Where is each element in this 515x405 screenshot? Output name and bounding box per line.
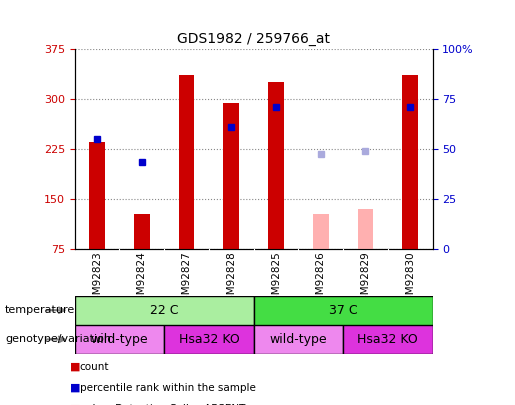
Text: GSM92829: GSM92829 <box>360 252 370 308</box>
Bar <box>253 325 343 354</box>
Text: GSM92824: GSM92824 <box>137 252 147 308</box>
Text: ■: ■ <box>70 404 80 405</box>
Bar <box>343 325 433 354</box>
Text: GSM92830: GSM92830 <box>405 252 415 308</box>
Bar <box>268 82 284 249</box>
Text: count: count <box>80 362 109 371</box>
Text: 37 C: 37 C <box>329 304 357 317</box>
Bar <box>357 209 373 249</box>
Text: GSM92825: GSM92825 <box>271 252 281 308</box>
Text: genotype/variation: genotype/variation <box>5 335 111 344</box>
Bar <box>134 214 150 249</box>
Bar <box>313 214 329 249</box>
Text: wild-type: wild-type <box>91 333 148 346</box>
Text: Hsa32 KO: Hsa32 KO <box>179 333 239 346</box>
Bar <box>253 296 433 325</box>
Text: wild-type: wild-type <box>269 333 327 346</box>
Text: temperature: temperature <box>5 305 75 315</box>
Text: ■: ■ <box>70 362 80 371</box>
Bar <box>75 325 164 354</box>
Bar <box>402 75 418 249</box>
Text: Hsa32 KO: Hsa32 KO <box>357 333 418 346</box>
Text: GSM92827: GSM92827 <box>181 252 192 308</box>
Bar <box>89 142 105 249</box>
Text: 22 C: 22 C <box>150 304 178 317</box>
Text: GSM92828: GSM92828 <box>226 252 236 308</box>
Text: percentile rank within the sample: percentile rank within the sample <box>80 383 256 392</box>
Text: ■: ■ <box>70 383 80 392</box>
Bar <box>164 325 253 354</box>
Title: GDS1982 / 259766_at: GDS1982 / 259766_at <box>177 32 330 46</box>
Text: GSM92823: GSM92823 <box>92 252 102 308</box>
Text: value, Detection Call = ABSENT: value, Detection Call = ABSENT <box>80 404 245 405</box>
Bar <box>179 75 194 249</box>
Bar <box>75 296 253 325</box>
Bar <box>224 103 239 249</box>
Text: GSM92826: GSM92826 <box>316 252 326 308</box>
